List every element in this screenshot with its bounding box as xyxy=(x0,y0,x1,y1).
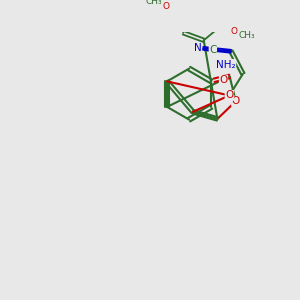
Text: CH₃: CH₃ xyxy=(238,32,255,40)
Text: O: O xyxy=(225,91,233,100)
Text: O: O xyxy=(219,75,228,85)
Text: CH₃: CH₃ xyxy=(146,0,162,6)
Text: O: O xyxy=(231,27,238,36)
Text: C: C xyxy=(209,45,217,55)
Text: O: O xyxy=(163,2,170,11)
Text: N: N xyxy=(194,43,202,53)
Text: O: O xyxy=(232,96,240,106)
Text: NH₂: NH₂ xyxy=(216,59,236,70)
